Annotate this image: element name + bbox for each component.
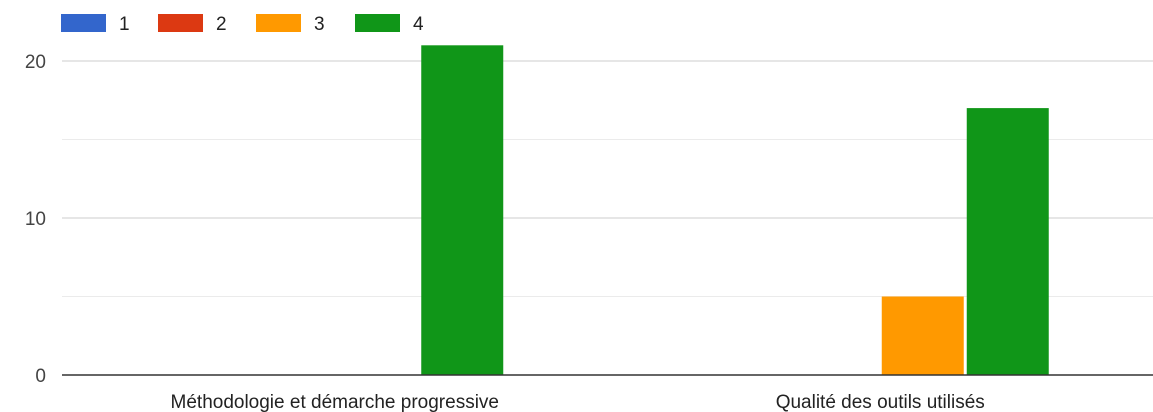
- y-tick-label: 0: [35, 366, 46, 387]
- y-tick-label: 20: [25, 52, 46, 73]
- bars: [421, 45, 1049, 376]
- legend-label-1: 1: [119, 14, 130, 35]
- y-tick-label: 10: [25, 209, 46, 230]
- legend-swatch-2: [158, 14, 203, 32]
- category-label: Qualité des outils utilisés: [776, 392, 985, 412]
- category-labels: Méthodologie et démarche progressive Qual…: [171, 392, 985, 412]
- bar-series-4-category-0: [421, 45, 504, 376]
- legend-label-4: 4: [413, 14, 424, 35]
- category-label: Méthodologie et démarche progressive: [171, 392, 499, 412]
- y-axis-ticks: 0 10 20: [25, 52, 46, 387]
- legend: 1 2 3 4: [61, 14, 424, 35]
- bar-series-4-category-1: [966, 108, 1049, 375]
- legend-swatch-4: [355, 14, 400, 32]
- legend-label-3: 3: [314, 14, 325, 35]
- legend-swatch-1: [61, 14, 106, 32]
- bar-series-3-category-1: [881, 296, 964, 375]
- legend-swatch-3: [256, 14, 301, 32]
- legend-label-2: 2: [216, 14, 227, 35]
